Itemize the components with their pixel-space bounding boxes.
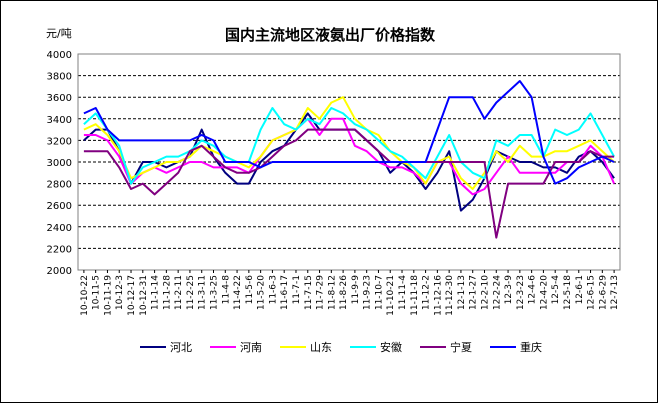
x-tick-label: 11-3-11 [198,275,208,310]
x-tick-label: 11-6-3 [268,275,278,304]
series-line-6 [83,80,615,185]
x-tick-label: 11-8-26 [339,275,349,310]
x-tick-label: 12-2-10 [481,275,491,310]
y-tick-label: 2200 [47,244,72,255]
x-tick-label: 12-5-4 [551,275,561,305]
x-tick-label: 12-5-18 [563,275,573,310]
x-tick-label: 12-4-6 [528,275,538,305]
x-tick-label: 11-7-15 [304,275,314,310]
y-tick-label: 3000 [47,158,72,169]
x-tick-label: 10-12-3 [115,275,125,310]
x-tick-label: 11-4-22 [233,275,243,310]
x-tick-label: 10-10-22 [80,275,90,316]
series-line-5 [83,128,615,239]
x-tick-label: 11-10-21 [386,275,396,316]
x-tick-label: 11-9-9 [351,275,361,305]
x-tick-label: 12-6-15 [587,275,597,310]
x-tick-label: 11-4-8 [221,275,231,305]
y-tick-label: 2600 [47,201,72,212]
x-tick-label: 11-11-4 [398,275,408,310]
plot-area: 2000 2200 2400 2600 2800 3000 3200 3400 3600 3800… [47,50,621,316]
x-tick-label: 10-11-19 [103,275,113,316]
x-tick-label: 10-12-31 [139,275,149,316]
x-tick-label: 11-10-7 [374,275,384,310]
x-tick-label: 11-3-25 [210,275,220,310]
x-tick-label: 11-5-6 [245,275,255,305]
y-tick-label: 2000 [47,266,72,277]
x-tick-label: 12-1-13 [457,275,467,310]
series-line-2 [83,117,616,196]
plot-border [77,53,621,271]
y-axis-unit: 元/吨 [46,27,72,40]
y-tick-label: 3200 [47,136,72,147]
x-tick-label: 11-9-23 [363,275,373,310]
x-tick-label: 12-6-1 [575,275,585,304]
legend: 河北 河南 山东 安徽 宁夏 重庆 [140,340,542,354]
x-tick-label: 11-2-11 [174,275,184,310]
y-tick-label: 3600 [47,93,72,104]
legend-label-2: 河南 [240,341,262,354]
x-tick-label: 11-5-20 [257,275,267,310]
x-tick-label: 11-7-29 [316,275,326,310]
legend-label-5: 宁夏 [450,340,472,354]
legend-label-1: 河北 [170,341,192,354]
y-tick-label: 3400 [47,115,72,126]
y-tick-label: 2400 [47,223,72,234]
series-line-4 [83,107,615,185]
x-tick-label: 11-12-2 [422,275,432,310]
chart-title: 国内主流地区液氨出厂价格指数 [225,26,436,44]
x-tick-label: 10-12-17 [127,275,137,316]
x-tick-label: 12-4-20 [539,275,549,310]
x-tick-label: 11-1-28 [162,275,172,310]
x-tick-label: 11-2-25 [186,275,196,310]
x-tick-label: 10-11-5 [92,275,102,310]
legend-label-3: 山东 [310,341,332,354]
y-tick-label: 4000 [47,50,72,61]
legend-label-6: 重庆 [520,340,542,354]
y-tick-label: 3800 [47,72,72,83]
x-tick-label: 11-12-16 [433,275,443,316]
x-tick-label: 11-8-12 [327,275,337,310]
x-tick-label: 11-12-30 [445,275,455,316]
x-tick-label: 12-3-23 [516,275,526,310]
series-line-3 [83,96,615,190]
legend-label-4: 安徽 [380,340,402,354]
x-tick-label: 12-1-27 [469,275,479,310]
x-tick-label: 12-6-29 [598,275,608,310]
x-tick-label: 12-3-9 [504,275,514,305]
x-tick-label: 11-7-1 [292,275,302,304]
x-tick-label: 12-7-13 [610,275,620,310]
x-tick-label: 11-11-18 [410,275,420,316]
x-tick-label: 11-6-17 [280,275,290,310]
x-tick-label: 11-1-14 [151,275,161,310]
x-tick-label: 12-2-24 [492,275,502,310]
y-tick-label: 2800 [47,180,72,191]
